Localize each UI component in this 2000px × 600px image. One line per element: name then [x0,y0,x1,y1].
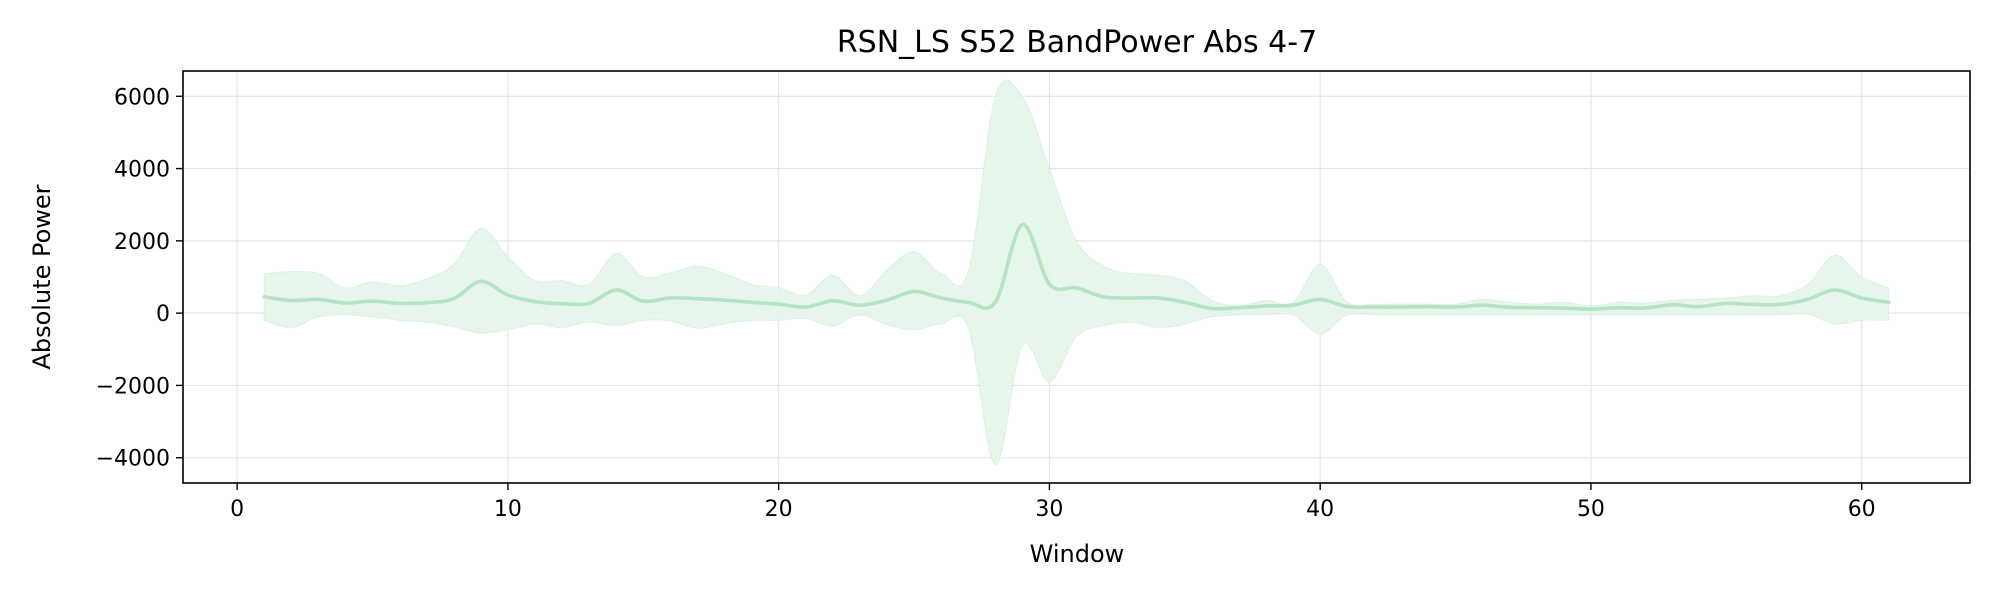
y-tick-label: −2000 [96,374,170,399]
mean-line [262,222,1891,311]
mean-line-layer [262,222,1891,311]
x-axis-label: Window [1030,540,1125,568]
y-tick-label: 2000 [114,230,170,255]
y-tick-label: −4000 [96,447,170,472]
ticks: 0 10 20 30 40 50 60 −4000 −2000 0 2000 4000 6000 [96,85,1876,522]
chart-title: RSN_LS S52 BandPower Abs 4-7 [837,25,1317,60]
x-tick-label: 0 [230,497,244,522]
y-axis-label: Absolute Power [28,184,56,369]
y-tick-label: 0 [156,302,170,327]
x-tick-label: 10 [494,497,522,522]
x-tick-label: 50 [1577,497,1605,522]
x-tick-label: 60 [1848,497,1876,522]
confidence-band [263,79,1890,466]
x-tick-label: 20 [765,497,793,522]
x-tick-label: 30 [1035,497,1063,522]
plot-frame [182,70,1971,484]
confidence-band-layer [263,79,1890,466]
y-tick-label: 4000 [114,158,170,183]
y-tick-label: 6000 [114,85,170,110]
x-tick-label: 40 [1306,497,1334,522]
